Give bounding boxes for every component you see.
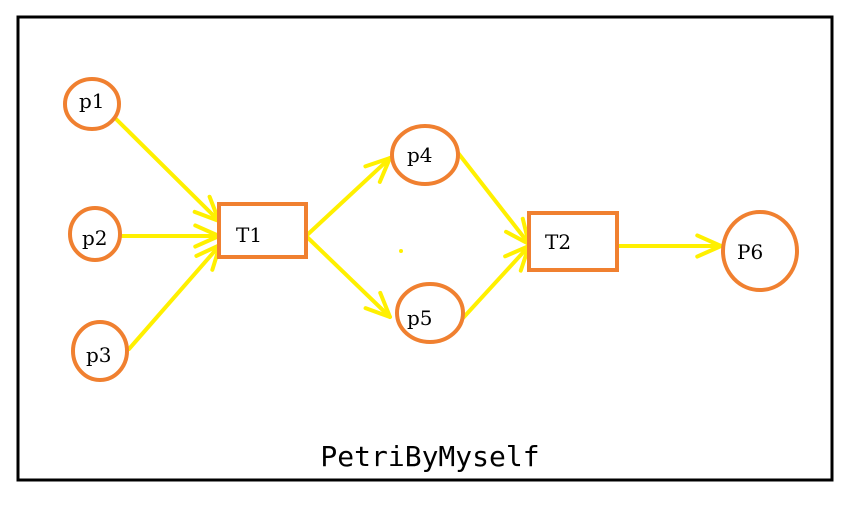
place-circle	[721, 210, 799, 292]
arrowhead	[695, 233, 723, 259]
place-p5: p5	[395, 282, 465, 344]
arc-line	[461, 244, 531, 320]
place-circle	[390, 124, 460, 186]
arc-t1-to-p4	[304, 156, 392, 238]
place-p6: P6	[721, 210, 799, 292]
transition-label: T1	[236, 223, 262, 247]
arc-line	[304, 156, 392, 238]
place-p3: p3	[71, 320, 129, 382]
place-circle	[395, 282, 465, 344]
place-circle	[71, 320, 129, 382]
transition-t1: T1	[217, 202, 308, 259]
place-p4: p4	[390, 124, 460, 186]
arrowhead	[363, 156, 392, 184]
arc-line	[453, 147, 531, 246]
place-label: p1	[79, 89, 105, 113]
place-label: P6	[737, 240, 763, 264]
nodes-layer: p1 p2 p3 p4 p5 P6 T1 T2	[63, 77, 799, 382]
transition-box	[217, 202, 308, 259]
place-circle	[63, 77, 121, 131]
place-label: p5	[407, 306, 433, 330]
arc-line	[304, 234, 392, 319]
transition-box	[527, 211, 619, 272]
place-p1: p1	[63, 77, 121, 131]
place-p2: p2	[68, 206, 122, 262]
arc-line	[112, 115, 221, 223]
place-label: p2	[82, 226, 108, 250]
place-circle	[68, 206, 122, 262]
arc-t1-to-p5	[304, 234, 392, 319]
transition-t2: T2	[527, 211, 619, 272]
diagram-caption: PetriByMyself	[320, 440, 539, 473]
arc-line	[127, 243, 222, 351]
diagram-frame	[16, 15, 834, 482]
stray-dot	[399, 249, 403, 253]
place-label: p3	[86, 343, 112, 367]
transition-label: T2	[545, 230, 571, 254]
arrowhead	[363, 290, 392, 319]
arc-t2-to-p6	[615, 233, 723, 259]
place-label: p4	[407, 143, 433, 167]
